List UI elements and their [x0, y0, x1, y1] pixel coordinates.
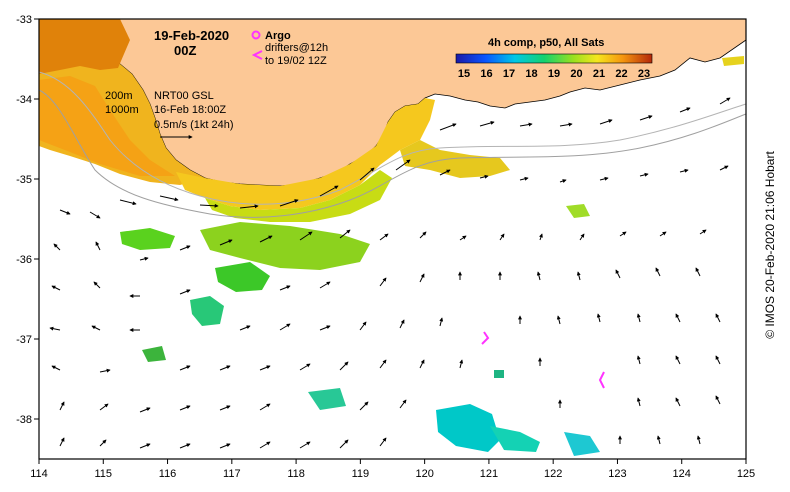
- sst-green-patch-2: [215, 262, 270, 292]
- sst-shelf-band: [176, 98, 435, 210]
- colorbar-tick-label: 22: [615, 68, 627, 80]
- colorbar: [455, 53, 653, 64]
- product-name: NRT00 GSL: [154, 90, 214, 102]
- drifter-marker-icon: [251, 50, 263, 60]
- sst-yellow-small-ne: [722, 56, 744, 66]
- sst-teal-patch-2: [142, 346, 166, 362]
- colorbar-ticks: 15 16 17 18 19 20 21 22 23: [458, 68, 650, 80]
- x-tick-label: 123: [608, 468, 626, 480]
- sst-orange-shelf: [39, 76, 175, 176]
- sst-cyan-patch-3: [564, 432, 600, 456]
- y-tick-label: -34: [16, 94, 32, 106]
- map-frame: [38, 18, 747, 460]
- sst-hot-sw: [39, 19, 130, 74]
- drifter-tracks: [481, 331, 605, 389]
- product-stamp: 16-Feb 18:00Z: [154, 104, 226, 116]
- x-tick-label: 116: [159, 468, 177, 480]
- y-tick-label: -36: [16, 254, 32, 266]
- colorbar-tick-label: 19: [548, 68, 560, 80]
- y-axis: -33 -34 -35 -36 -37 -38: [16, 14, 39, 426]
- x-tick-label: 124: [673, 468, 691, 480]
- colorbar-tick-label: 20: [570, 68, 582, 80]
- x-tick-label: 115: [94, 468, 112, 480]
- argo-label: Argo: [265, 30, 291, 42]
- sst-cyan-patch-1: [436, 404, 500, 452]
- x-tick-label: 117: [223, 468, 241, 480]
- sst-yellow-patch-east: [566, 204, 590, 218]
- y-tick-label: -37: [16, 334, 32, 346]
- colorbar-tick-label: 21: [593, 68, 605, 80]
- sst-yellow-green: [205, 170, 392, 222]
- drifter-track-1: [481, 331, 490, 345]
- x-tick-label: 122: [544, 468, 562, 480]
- isobath-label-200m: 200m: [105, 90, 133, 102]
- sst-teal-patch-1: [190, 296, 224, 326]
- x-tick-label: 114: [30, 468, 48, 480]
- colorbar-tick-label: 17: [503, 68, 515, 80]
- drifters-line1: drifters@12h: [265, 42, 328, 54]
- product-scale: 0.5m/s (1kt 24h): [154, 119, 233, 131]
- colorbar-tick-label: 16: [480, 68, 492, 80]
- argo-marker-icon: [251, 30, 261, 40]
- legend-markers: [251, 30, 263, 60]
- y-tick-label: -33: [16, 14, 32, 26]
- x-axis: 114 115 116 117 118 119 120 121 122 123 124 125: [30, 459, 755, 480]
- colorbar-tick-label: 18: [525, 68, 537, 80]
- y-tick-label: -38: [16, 414, 32, 426]
- isobath-label-1000m: 1000m: [105, 104, 139, 116]
- credit-text: © IMOS 20-Feb-2020 21:06 Hobart: [763, 151, 777, 339]
- map-date: 19-Feb-2020: [154, 28, 229, 43]
- colorbar-tick-label: 23: [638, 68, 650, 80]
- x-tick-label: 125: [737, 468, 755, 480]
- y-tick-label: -35: [16, 174, 32, 186]
- x-tick-label: 121: [480, 468, 498, 480]
- x-tick-label: 120: [415, 468, 433, 480]
- sst-small-teal-4: [494, 370, 504, 378]
- sst-green-patch-1: [200, 222, 370, 270]
- x-tick-label: 118: [287, 468, 305, 480]
- x-tick-label: 119: [352, 468, 370, 480]
- colorbar-title: 4h comp, p50, All Sats: [488, 37, 604, 49]
- sst-teal-patch-3: [308, 388, 346, 410]
- isobath-200m: [38, 71, 747, 205]
- drifters-line2: to 19/02 12Z: [265, 55, 327, 67]
- map-time: 00Z: [174, 43, 196, 58]
- drifter-track-2: [598, 371, 605, 389]
- colorbar-tick-label: 15: [458, 68, 470, 80]
- current-vectors: [49, 97, 731, 449]
- sst-cyan-patch-2: [490, 426, 540, 452]
- isobath-1000m: [38, 89, 747, 218]
- sst-green-patch-3: [120, 228, 175, 250]
